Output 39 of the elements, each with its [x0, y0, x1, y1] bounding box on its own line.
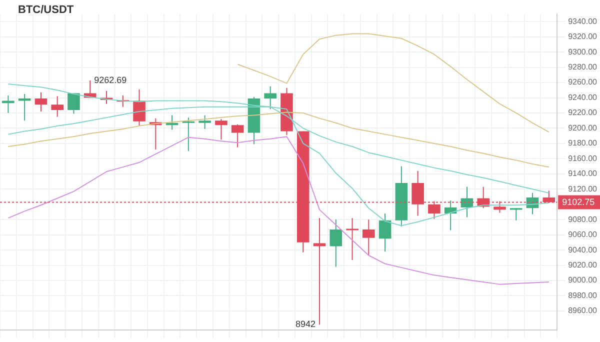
candlestick	[362, 219, 375, 256]
y-tick-label: 9160.00	[568, 154, 598, 163]
candlestick	[18, 93, 31, 122]
y-tick-label: 9140.00	[568, 169, 598, 178]
y-tick-label: 9220.00	[568, 108, 598, 118]
candlestick	[330, 219, 342, 268]
candlestick	[51, 96, 64, 118]
candlestick	[510, 208, 522, 221]
y-tick-label: 9340.00	[568, 16, 598, 26]
y-tick-label: 9060.00	[568, 230, 598, 240]
y-tick-label: 9300.00	[568, 47, 598, 56]
y-tick-label: 9040.00	[568, 245, 598, 254]
y-tick-label: 9080.00	[568, 214, 598, 224]
ref-line-label: 9102.75	[562, 196, 595, 207]
candlestick	[231, 124, 244, 148]
candlestick	[264, 86, 276, 110]
candlestick	[378, 213, 392, 252]
annotation: 9262.69	[94, 74, 127, 85]
candlestick	[133, 88, 146, 126]
candlestick	[68, 92, 80, 114]
y-tick-label: 9240.00	[568, 92, 598, 102]
y-tick-label: 9280.00	[568, 62, 598, 72]
y-tick-label: 9260.00	[568, 78, 598, 87]
y-tick-label: 9200.00	[568, 123, 598, 132]
y-tick-label: 9180.00	[568, 138, 598, 148]
chart-title: BTC/USDT	[18, 4, 74, 16]
candlestick	[215, 118, 228, 140]
candlestick	[182, 117, 195, 152]
candlestick	[313, 218, 326, 326]
y-tick-label: 9120.00	[568, 184, 598, 194]
y-tick-label: 8960.00	[568, 306, 598, 316]
y-tick-label: 8980.00	[568, 290, 598, 300]
y-tick-label: 9020.00	[568, 260, 598, 270]
candlestick	[198, 114, 211, 130]
annotation: 8942	[295, 319, 316, 330]
candlestick	[346, 218, 358, 260]
y-tick-label: 9000.00	[568, 276, 598, 285]
y-tick-label: 9320.00	[568, 32, 598, 42]
candlestick	[34, 92, 48, 112]
